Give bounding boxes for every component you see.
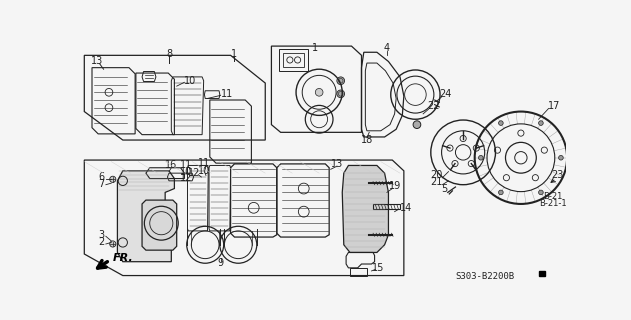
Polygon shape: [142, 200, 177, 250]
Circle shape: [110, 176, 116, 182]
Circle shape: [413, 121, 421, 129]
Polygon shape: [342, 165, 389, 252]
Text: FR.: FR.: [113, 253, 134, 263]
Circle shape: [337, 77, 345, 84]
Circle shape: [121, 179, 125, 183]
Circle shape: [539, 121, 543, 125]
Text: 12: 12: [180, 173, 192, 183]
Text: 9: 9: [218, 258, 223, 268]
Circle shape: [558, 156, 563, 160]
Text: 1: 1: [232, 49, 237, 59]
Text: 5: 5: [441, 184, 447, 194]
Text: B-21-1: B-21-1: [540, 199, 567, 208]
Text: 11: 11: [221, 89, 233, 99]
Circle shape: [498, 121, 503, 125]
Text: 8: 8: [166, 49, 172, 59]
Text: 10: 10: [184, 76, 197, 86]
Text: 13: 13: [331, 159, 343, 169]
Text: 10: 10: [180, 167, 192, 177]
Text: 23: 23: [551, 171, 564, 180]
Text: B-21: B-21: [543, 192, 563, 201]
Circle shape: [478, 156, 483, 160]
Text: 11: 11: [180, 160, 192, 171]
Text: 2: 2: [98, 237, 104, 247]
Circle shape: [121, 240, 125, 245]
Text: 11: 11: [198, 158, 209, 168]
Circle shape: [337, 90, 345, 98]
Text: 16: 16: [165, 160, 177, 171]
Text: 14: 14: [400, 203, 412, 213]
Text: 3: 3: [98, 230, 104, 240]
Text: 15: 15: [372, 263, 385, 273]
Circle shape: [498, 190, 503, 195]
Circle shape: [316, 88, 323, 96]
Text: 6: 6: [98, 172, 104, 182]
Text: 1: 1: [312, 43, 319, 52]
Text: 17: 17: [548, 101, 560, 111]
Circle shape: [539, 190, 543, 195]
Text: 18: 18: [361, 135, 373, 145]
Text: 22: 22: [427, 101, 439, 111]
Text: S303-B2200B: S303-B2200B: [455, 272, 514, 281]
Text: 19: 19: [389, 181, 401, 191]
Text: 4: 4: [384, 44, 390, 53]
Text: 20: 20: [430, 171, 442, 180]
Polygon shape: [117, 171, 174, 262]
Bar: [540, 271, 545, 276]
Text: 21: 21: [430, 177, 442, 188]
Circle shape: [110, 241, 116, 247]
Text: 12: 12: [187, 168, 200, 178]
Text: 10: 10: [198, 166, 209, 176]
Text: 24: 24: [439, 89, 452, 99]
Text: 13: 13: [91, 57, 103, 67]
Text: 7: 7: [98, 179, 104, 189]
